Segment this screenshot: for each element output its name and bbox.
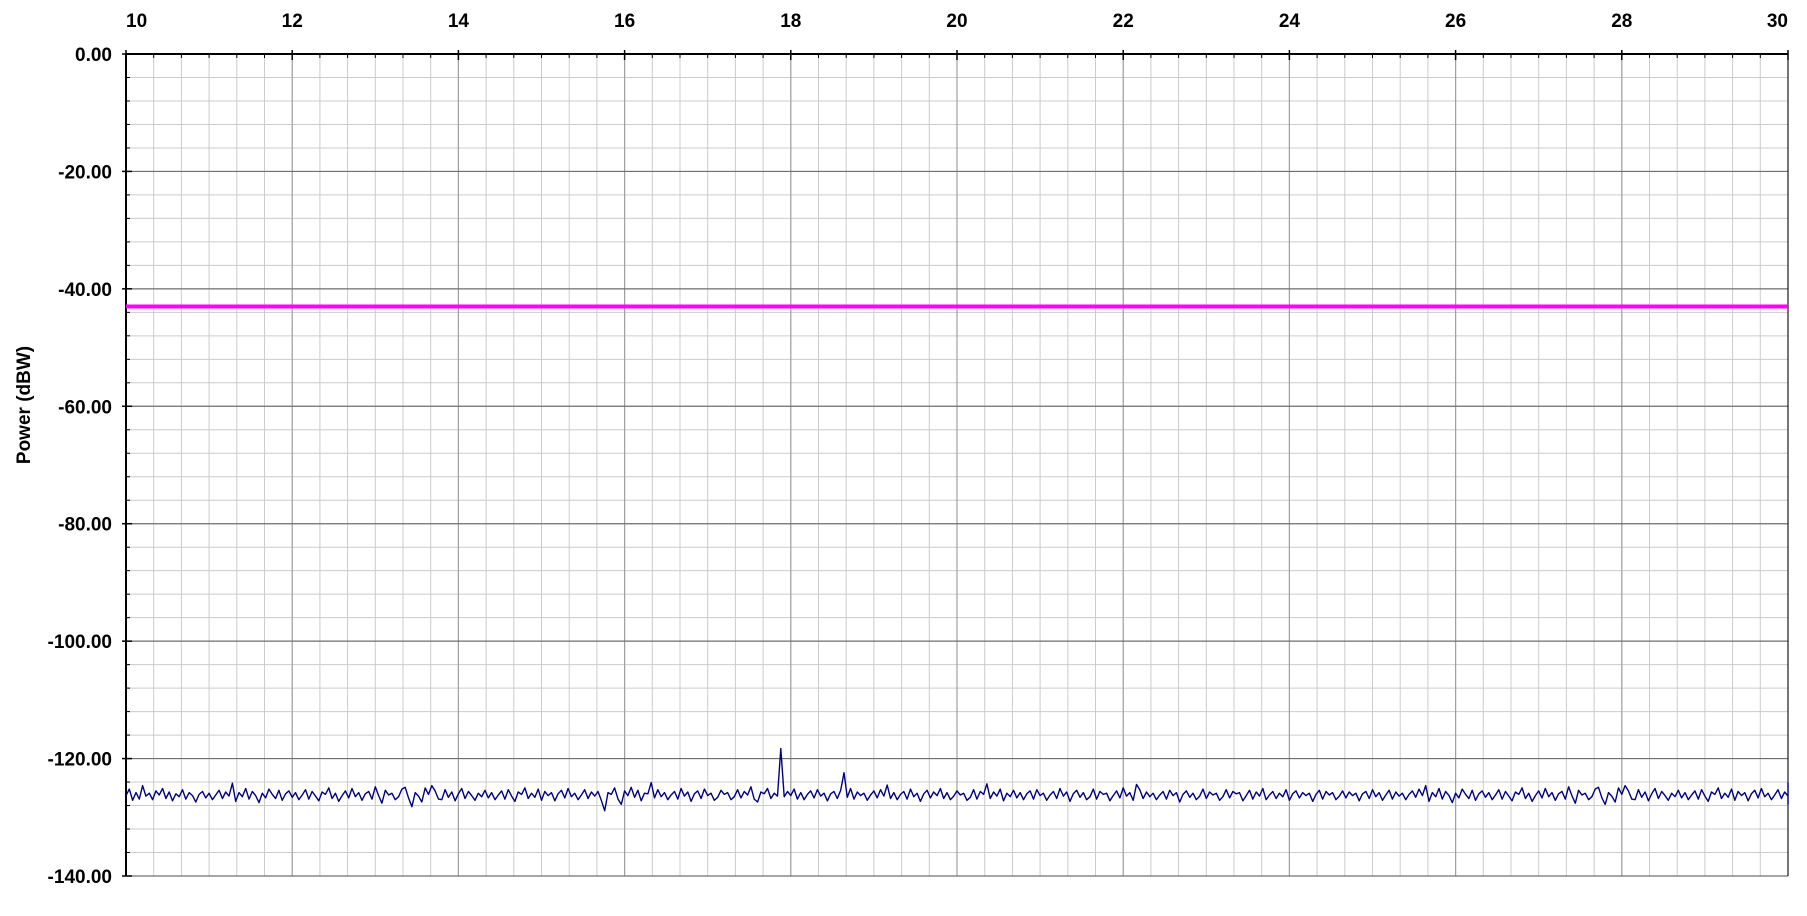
x-tick-label: 10 [126,11,147,32]
x-tick-label: 18 [780,11,801,32]
y-tick-label: -120.00 [48,750,112,771]
y-tick-label: -140.00 [48,867,112,888]
y-tick-label: -60.00 [58,397,112,418]
x-tick-label: 14 [448,11,470,32]
x-tick-label: 24 [1279,11,1301,32]
series-layer [125,747,1789,812]
x-tick-label: 20 [946,11,967,32]
y-tick-label: -40.00 [58,280,112,301]
y-tick-label: -20.00 [58,162,112,183]
x-tick-label: 26 [1445,11,1466,32]
x-tick-label: 28 [1611,11,1632,32]
y-tick-label: -100.00 [48,632,112,653]
y-axis-ticks: 0.00 -20.00 -40.00 -60.00 -80.00 -100.00 -120.… [48,45,132,888]
y-axis-title: Power (dBW) [14,346,35,464]
series-line [125,747,1789,812]
y-tick-label: -80.00 [58,515,112,536]
y-tick-label: 0.00 [75,45,112,66]
x-tick-label: 12 [282,11,303,32]
x-tick-label: 30 [1767,11,1788,32]
x-tick-label: 16 [614,11,635,32]
x-tick-label: 22 [1113,11,1134,32]
x-axis-ticks: 10 12 14 16 18 20 22 24 26 28 30 [125,11,1789,60]
